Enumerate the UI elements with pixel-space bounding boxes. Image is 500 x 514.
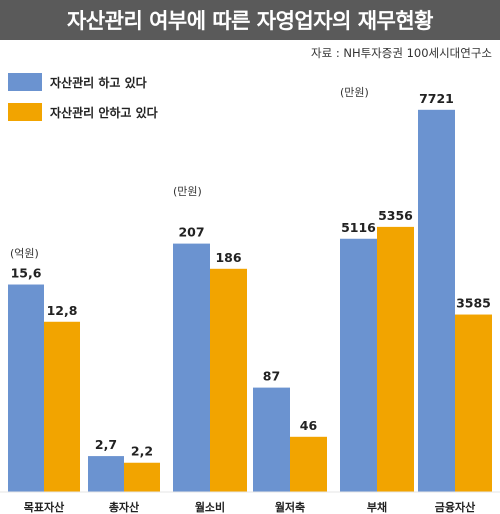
legend-swatch-unmanaged [8, 103, 42, 121]
source-note: 자료 : NH투자증권 100세시대연구소 [311, 46, 492, 60]
legend-item-unmanaged: 자산관리 안하고 있다 [8, 102, 158, 122]
value-label-월저축-managed: 87 [263, 369, 280, 384]
value-label-부채-managed: 5116 [341, 220, 376, 235]
category-label-총자산: 총자산 [109, 500, 139, 514]
value-label-목표자산-managed: 15,6 [11, 266, 42, 281]
bar-총자산-unmanaged [124, 462, 160, 492]
value-label-부채-unmanaged: 5356 [378, 208, 413, 223]
value-label-월저축-unmanaged: 46 [300, 418, 318, 433]
value-label-목표자산-unmanaged: 12,8 [47, 303, 78, 318]
category-label-월저축: 월저축 [275, 500, 305, 514]
legend-label-unmanaged: 자산관리 안하고 있다 [50, 105, 158, 120]
unit-label-0: (억원) [10, 247, 39, 260]
legend-label-managed: 자산관리 하고 있다 [50, 75, 147, 90]
bar-부채-unmanaged [377, 226, 414, 493]
bar-월저축-managed [253, 387, 290, 492]
legend-item-managed: 자산관리 하고 있다 [8, 72, 158, 92]
category-label-금융자산: 금융자산 [435, 500, 475, 514]
bar-총자산-managed [88, 456, 124, 492]
bar-목표자산-managed [8, 284, 44, 492]
value-label-금융자산-managed: 7721 [419, 91, 454, 106]
unit-label-2: (만원) [340, 86, 369, 99]
bar-월소비-managed [173, 243, 210, 492]
value-label-금융자산-unmanaged: 3585 [456, 296, 491, 311]
legend: 자산관리 하고 있다 자산관리 안하고 있다 [8, 72, 158, 132]
value-label-월소비-managed: 207 [178, 225, 204, 240]
chart-title: 자산관리 여부에 따른 자영업자의 재무현황 [0, 0, 500, 40]
value-label-총자산-managed: 2,7 [95, 437, 117, 452]
unit-label-1: (만원) [173, 185, 202, 198]
value-label-월소비-unmanaged: 186 [215, 250, 241, 265]
category-label-부채: 부채 [367, 500, 387, 514]
category-label-월소비: 월소비 [195, 500, 225, 514]
bar-월저축-unmanaged [290, 436, 327, 492]
bar-목표자산-unmanaged [44, 321, 80, 492]
bar-부채-managed [340, 238, 377, 492]
category-label-목표자산: 목표자산 [24, 500, 64, 514]
bar-금융자산-managed [418, 109, 455, 493]
bar-월소비-unmanaged [210, 268, 247, 492]
legend-swatch-managed [8, 73, 42, 91]
value-label-총자산-unmanaged: 2,2 [131, 444, 153, 459]
bar-금융자산-unmanaged [455, 314, 492, 492]
